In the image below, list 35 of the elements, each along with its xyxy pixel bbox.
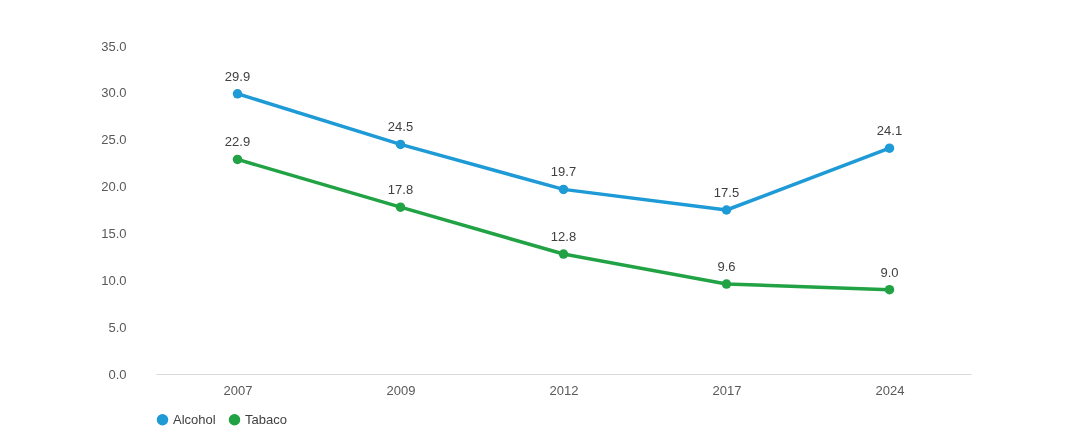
point (721, 205, 732, 215)
y-tick-label: 15.0 (101, 225, 127, 241)
point (884, 284, 895, 295)
y-tick-label: 25.0 (101, 132, 127, 148)
y-tick-label: 10.0 (101, 272, 127, 288)
data-label: 22.9 (224, 134, 251, 150)
y-tick-label: 0.0 (108, 366, 127, 382)
x-tick-label: 2012 (549, 382, 579, 398)
point (721, 279, 732, 289)
data-label: 24.5 (387, 119, 414, 135)
point (558, 249, 569, 259)
data-label: 24.1 (876, 123, 903, 139)
point (884, 143, 895, 153)
point (395, 202, 406, 212)
data-label: 19.7 (550, 164, 577, 180)
data-label: 9.6 (717, 259, 736, 275)
x-tick-label: 2009 (386, 382, 416, 398)
y-tick-label: 35.0 (101, 38, 127, 54)
point (232, 89, 243, 99)
point (558, 184, 569, 195)
point (232, 154, 243, 165)
x-tick-label: 2017 (712, 382, 742, 398)
data-label: 17.8 (387, 182, 414, 198)
y-tick-label: 5.0 (108, 319, 127, 335)
x-tick-label: 2024 (875, 382, 905, 398)
data-label: 17.5 (713, 185, 740, 200)
y-tick-label: 30.0 (101, 85, 127, 101)
data-label: 12.8 (550, 229, 577, 245)
legend-label: Alcohol (173, 411, 216, 427)
legend-label: Tabaco (245, 411, 287, 427)
data-label: 29.9 (224, 68, 251, 84)
y-tick-label: 20.0 (101, 179, 127, 195)
point (395, 139, 406, 150)
data-label: 9.0 (880, 264, 899, 280)
x-tick-label: 2007 (223, 382, 253, 398)
